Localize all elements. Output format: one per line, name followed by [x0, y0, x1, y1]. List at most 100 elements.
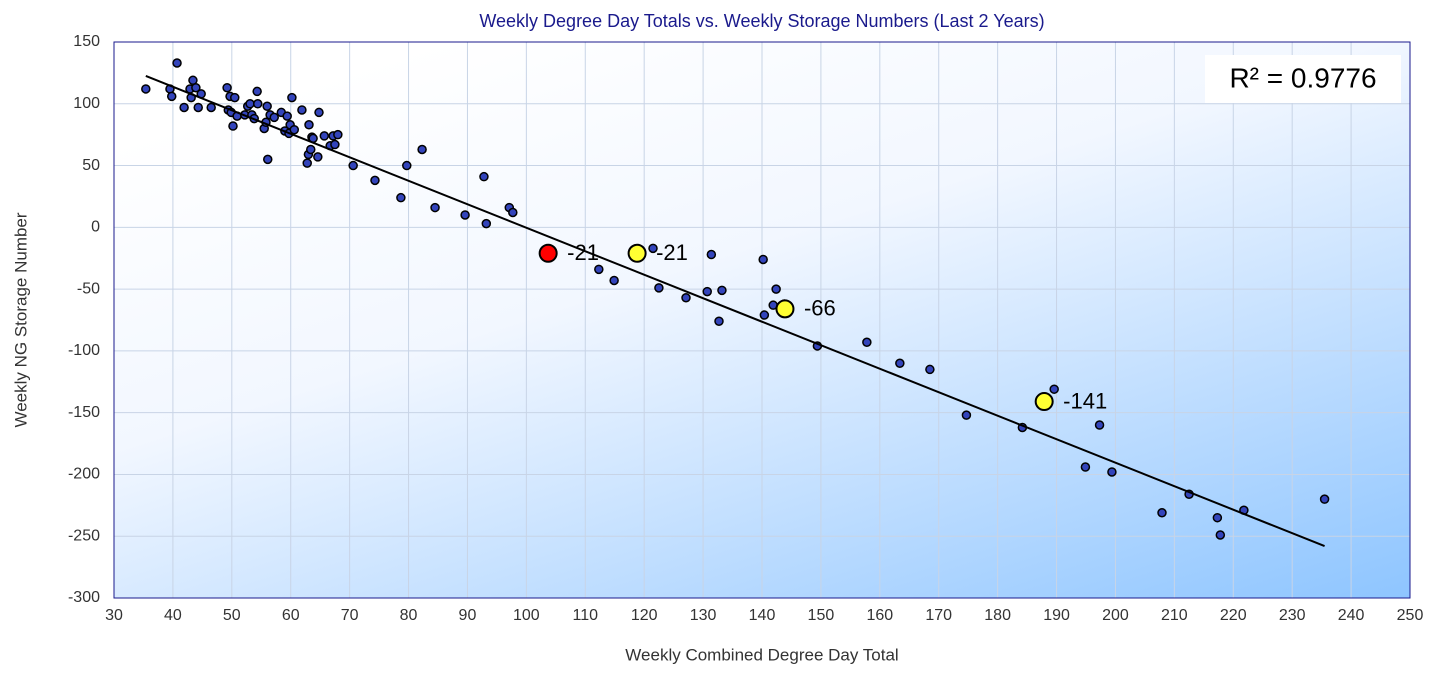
point: [348, 160, 358, 171]
y-tick-label: -300: [68, 589, 100, 606]
x-tick-label: 90: [459, 607, 477, 624]
point: [245, 99, 255, 109]
point: [141, 84, 151, 94]
point: [306, 144, 316, 155]
point: [1080, 462, 1091, 472]
y-tick-label: 100: [73, 95, 100, 112]
point: [313, 152, 323, 162]
highlight-point: [1034, 392, 1054, 412]
y-tick-label: -250: [68, 527, 100, 544]
annotation-box: [1205, 55, 1401, 103]
x-tick-label: 130: [690, 607, 717, 624]
point: [702, 286, 712, 297]
point: [862, 337, 872, 347]
point: [222, 82, 232, 93]
point: [430, 202, 440, 213]
point: [1319, 494, 1330, 504]
point: [417, 144, 427, 155]
y-axis-label: Weekly NG Storage Number: [11, 212, 30, 427]
x-tick-label: 250: [1397, 607, 1424, 624]
highlight-point: [775, 299, 795, 319]
point: [191, 82, 201, 93]
data-label: -66: [804, 296, 836, 321]
y-tick-label: 0: [91, 219, 100, 236]
point: [508, 207, 518, 218]
point: [460, 210, 470, 220]
x-tick-label: 60: [282, 607, 300, 624]
point: [714, 316, 724, 326]
point: [269, 112, 279, 123]
trend-line: [145, 75, 1325, 548]
point: [402, 160, 412, 171]
point: [1215, 530, 1226, 540]
highlight-point: [538, 243, 558, 263]
point: [706, 249, 717, 260]
point: [654, 283, 664, 293]
plot-border: [113, 41, 1411, 599]
point: [302, 158, 312, 168]
data-label: -21: [656, 240, 688, 265]
point: [609, 275, 619, 286]
data-label: -141: [1063, 388, 1107, 413]
point: [1212, 512, 1223, 523]
point: [263, 154, 273, 165]
x-tick-label: 50: [223, 607, 241, 624]
x-tick-label: 80: [400, 607, 418, 624]
point: [319, 131, 330, 141]
point: [297, 105, 307, 115]
y-tick-label: -100: [68, 342, 100, 359]
x-tick-label: 240: [1338, 607, 1365, 624]
r-squared: R² = 0.9776: [1229, 62, 1376, 93]
point: [681, 293, 691, 303]
point: [230, 92, 240, 103]
y-tick-label: -150: [68, 404, 100, 421]
point: [758, 254, 768, 265]
point: [1157, 507, 1167, 518]
point: [228, 121, 238, 131]
x-tick-label: 180: [984, 607, 1011, 624]
x-tick-label: 160: [866, 607, 893, 624]
point: [282, 111, 292, 121]
point: [396, 192, 406, 203]
x-tick-label: 220: [1220, 607, 1247, 624]
x-tick-label: 110: [573, 607, 599, 624]
point: [289, 124, 300, 135]
point: [1049, 384, 1059, 394]
point: [304, 120, 314, 130]
chart-title: Weekly Degree Day Totals vs. Weekly Stor…: [479, 11, 1044, 31]
point: [648, 243, 658, 254]
x-tick-label: 170: [925, 607, 952, 624]
point: [479, 171, 489, 182]
point: [1107, 467, 1117, 477]
point: [287, 92, 297, 103]
point: [961, 410, 972, 420]
point: [172, 58, 182, 68]
y-tick-label: 150: [73, 33, 100, 50]
y-tick-label: -200: [68, 466, 100, 483]
x-tick-label: 70: [341, 607, 359, 624]
x-tick-label: 30: [105, 607, 123, 624]
x-tick-label: 230: [1279, 607, 1306, 624]
point: [594, 264, 604, 275]
x-tick-label: 190: [1043, 607, 1070, 624]
point: [193, 102, 203, 113]
point: [895, 358, 905, 368]
x-tick-label: 210: [1161, 607, 1188, 624]
point: [252, 86, 262, 97]
point: [759, 310, 770, 320]
point: [206, 102, 216, 113]
x-tick-label: 200: [1102, 607, 1129, 624]
data-label: -21: [567, 240, 599, 265]
highlight-point: [627, 243, 647, 263]
point: [717, 285, 727, 296]
point: [314, 107, 324, 118]
x-axis-label: Weekly Combined Degree Day Total: [625, 645, 898, 664]
point: [370, 175, 380, 186]
x-tick-label: 150: [808, 607, 835, 624]
y-tick-label: -50: [77, 280, 100, 297]
x-tick-label: 140: [749, 607, 776, 624]
x-tick-label: 100: [513, 607, 540, 624]
y-tick-label: 50: [82, 157, 100, 174]
point: [1094, 420, 1105, 430]
